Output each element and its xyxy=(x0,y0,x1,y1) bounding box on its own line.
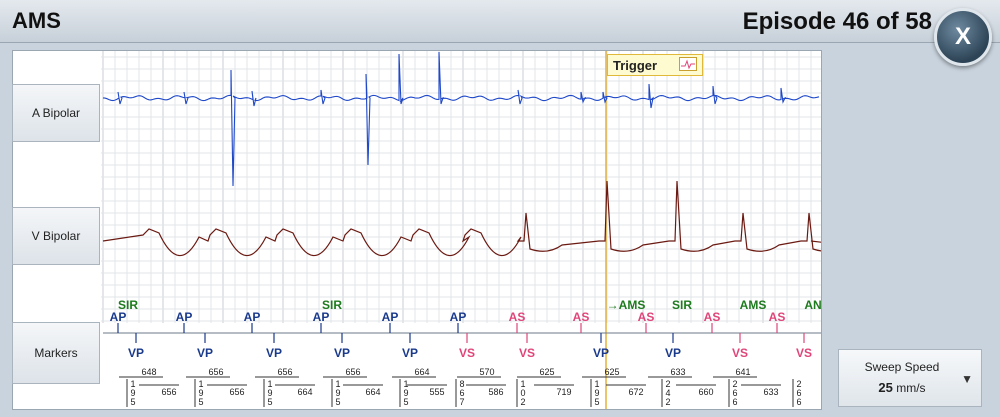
marker-label: VS xyxy=(459,346,475,360)
markers-channel-button[interactable]: Markers xyxy=(12,322,100,384)
title-bar: AMS Episode 46 of 58 xyxy=(0,0,1000,43)
interval-value: 633 xyxy=(763,387,778,397)
atrial-egm-trace xyxy=(102,51,820,187)
interval-value: 664 xyxy=(365,387,380,397)
marker-label: AS xyxy=(704,310,721,324)
interval-value: 660 xyxy=(698,387,713,397)
close-icon: X xyxy=(954,23,971,50)
trigger-label: Trigger xyxy=(607,54,703,76)
marker-label: SIR xyxy=(672,298,692,312)
marker-label: AS xyxy=(638,310,655,324)
markers-label: Markers xyxy=(34,346,78,360)
a-bipolar-label: A Bipolar xyxy=(31,106,81,120)
marker-label: SIR xyxy=(118,298,138,312)
marker-label: AMS xyxy=(740,298,767,312)
trigger-waveform-icon xyxy=(679,57,697,71)
interval-value: 641 xyxy=(735,367,750,377)
marker-label: AP xyxy=(244,310,261,324)
a-bipolar-channel-button[interactable]: A Bipolar xyxy=(12,84,100,142)
trigger-text: Trigger xyxy=(613,57,658,73)
v-bipolar-channel-button[interactable]: V Bipolar xyxy=(12,207,100,265)
sweep-speed-number: 25 xyxy=(878,380,893,395)
sweep-speed-unit: mm/s xyxy=(896,381,926,395)
interval-value: 656 xyxy=(345,367,360,377)
v-bipolar-label: V Bipolar xyxy=(31,229,81,243)
interval-value: 555 xyxy=(429,387,444,397)
marker-label: VP xyxy=(128,346,144,360)
ventricular-egm-trace xyxy=(102,180,821,257)
interval-value: 625 xyxy=(539,367,554,377)
dropdown-arrow-icon: ▼ xyxy=(961,372,973,386)
interval-value: 656 xyxy=(161,387,176,397)
marker-label: AN xyxy=(804,298,821,312)
interval-value: 586 xyxy=(488,387,503,397)
marker-label: AP xyxy=(110,310,127,324)
interval-value: 656 xyxy=(208,367,223,377)
interval-value: 648 xyxy=(141,367,156,377)
marker-label: VP xyxy=(266,346,282,360)
marker-label: AP xyxy=(313,310,330,324)
marker-label: AP xyxy=(450,310,467,324)
marker-label: VP xyxy=(593,346,609,360)
marker-label: VS xyxy=(519,346,535,360)
marker-label: VS xyxy=(732,346,748,360)
egm-strip-panel: SIR SIR →AMS SIR AMS AN AP AP AP AP AP AP AS AS AS AS AS… xyxy=(12,50,822,410)
interval-value: 672 xyxy=(628,387,643,397)
interval-value: 570 xyxy=(479,367,494,377)
marker-label: VP xyxy=(665,346,681,360)
marker-label: AS xyxy=(509,310,526,324)
marker-label: VP xyxy=(197,346,213,360)
marker-label: →AMS xyxy=(607,298,646,312)
marker-label: SIR xyxy=(322,298,342,312)
marker-label: AP xyxy=(382,310,399,324)
egm-strip: SIR SIR →AMS SIR AMS AN AP AP AP AP AP AP AS AS AS AS AS… xyxy=(101,51,821,409)
interval-value: 719 xyxy=(556,387,571,397)
interval-value: 656 xyxy=(277,367,292,377)
interval-value: 664 xyxy=(297,387,312,397)
marker-label: VP xyxy=(402,346,418,360)
marker-label: VP xyxy=(334,346,350,360)
episode-type-title: AMS xyxy=(12,8,61,33)
sweep-speed-dropdown[interactable]: Sweep Speed 25 mm/s ▼ xyxy=(838,349,982,407)
interval-value: 656 xyxy=(229,387,244,397)
sweep-speed-value: 25 mm/s xyxy=(839,380,965,395)
sweep-speed-label: Sweep Speed xyxy=(864,360,940,374)
episode-counter: Episode 46 of 58 xyxy=(742,8,932,35)
interval-value: 633 xyxy=(670,367,685,377)
marker-label: VS xyxy=(796,346,812,360)
interval-value: 664 xyxy=(414,367,429,377)
marker-label: AS xyxy=(573,310,590,324)
close-button[interactable]: X xyxy=(934,8,992,66)
marker-label: AP xyxy=(176,310,193,324)
interval-value: 625 xyxy=(604,367,619,377)
marker-label: AS xyxy=(769,310,786,324)
